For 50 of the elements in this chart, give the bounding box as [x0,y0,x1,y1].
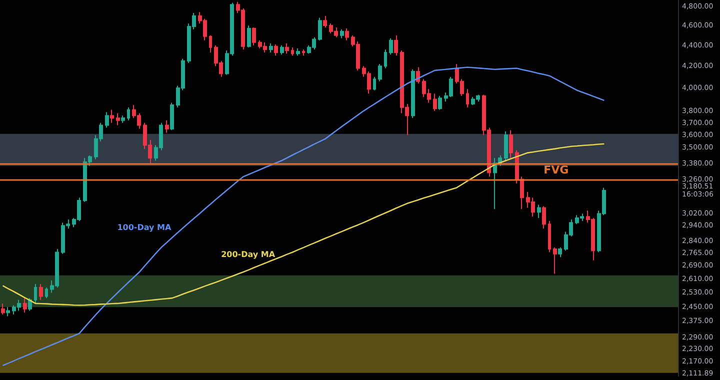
candlestick [296,48,300,56]
candlestick [274,44,278,56]
candlestick [345,28,349,41]
candlestick [548,220,551,253]
candlestick [247,24,251,48]
candlestick [110,109,114,124]
series-label: 100-Day MA [117,223,172,232]
candlestick [318,17,322,41]
candlestick [504,130,508,162]
candlestick [302,48,305,56]
candlestick [34,283,37,304]
candlestick [438,95,442,110]
annotation: FVG [544,163,569,176]
candlestick [285,42,289,54]
candlestick [1,302,5,315]
candlestick [389,38,393,56]
line-series [2,143,605,306]
candlestick [411,68,415,119]
candlestick [45,286,48,299]
candlestick [252,26,256,46]
candlestick [323,15,327,28]
candlestick [127,106,130,121]
candlestick [537,204,541,219]
candlestick [378,64,382,82]
candlestick [28,298,32,312]
candlestick [384,48,387,69]
candlestick [466,88,469,108]
candlestick [394,34,398,56]
candlestick [105,112,109,128]
candlestick [558,246,562,258]
candlestick [542,206,546,230]
candlestick [553,246,557,274]
candlestick [165,120,169,134]
candlestick [493,157,497,210]
candlestick [373,76,376,91]
candlestick [23,298,27,314]
candlestick [291,46,294,56]
candlestick [209,34,212,54]
candlestick [509,130,513,158]
series-label: 200-Day MA [221,250,276,259]
candlestick [121,115,125,124]
candlestick [116,112,120,126]
candlestick [170,102,174,131]
candlestick [433,93,437,112]
candlestick [6,306,10,317]
candlestick [280,44,284,56]
line-series [2,66,605,366]
candlestick [269,42,273,54]
candlestick [340,28,344,39]
candlestick [39,283,43,300]
